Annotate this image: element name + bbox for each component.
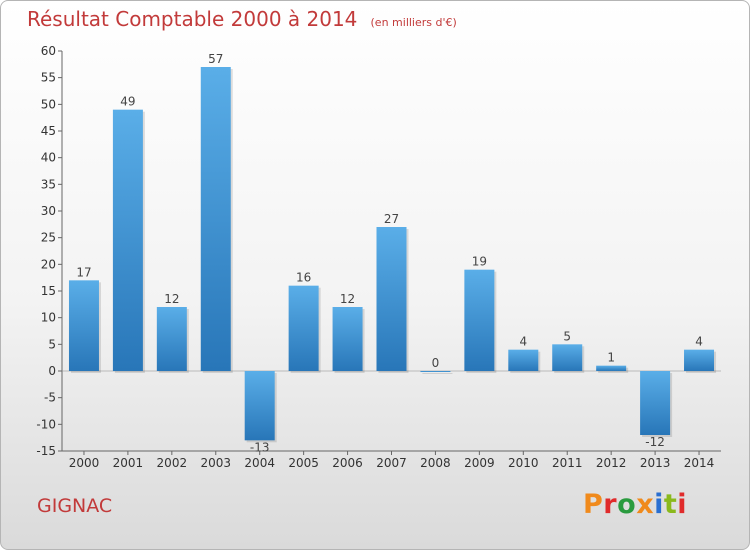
logo-letter: P [583,489,604,520]
bar-2004 [244,371,275,441]
y-tick-label: 25 [41,231,56,245]
bar-2010 [508,349,539,371]
bar-2000 [68,280,99,371]
x-tick-label-2000: 2000 [69,456,100,470]
x-tick-label-2013: 2013 [640,456,671,470]
y-tick-label: 40 [41,151,56,165]
y-tick-label: 5 [48,337,56,351]
x-tick-label-2002: 2002 [157,456,188,470]
data-label-2010: 4 [519,335,527,349]
x-tick-label-2014: 2014 [684,456,715,470]
data-label-2007: 27 [384,212,399,226]
y-tick-label: 35 [41,177,56,191]
x-tick-label-2010: 2010 [508,456,539,470]
bar-2013 [640,371,671,435]
y-tick-label: 60 [41,44,56,58]
bar-2005 [288,285,319,371]
x-tick-label-2006: 2006 [332,456,363,470]
x-tick-label-2003: 2003 [200,456,231,470]
bar-2012 [596,365,627,371]
logo-letter: r [603,489,618,520]
y-tick-label: -5 [44,391,56,405]
bar-2008 [420,371,451,372]
logo-letter: t [663,489,678,520]
data-label-2005: 16 [296,271,311,285]
x-tick-label-2012: 2012 [596,456,627,470]
commune-name: GIGNAC [37,495,113,517]
bar-2007 [376,227,407,371]
data-label-2013: -12 [645,435,665,449]
bar-2009 [464,269,495,371]
label-layer: 17 49 12 57 -13 16 12 27 0 19 4 5 1 -12 4 [76,52,703,454]
bar-2011 [552,344,583,371]
y-tick-label: -15 [36,444,56,458]
bar-layer [68,67,717,443]
y-tick-label: 10 [41,311,56,325]
data-label-2006: 12 [340,292,355,306]
x-tick-label-2011: 2011 [552,456,583,470]
bar-2001 [112,109,143,372]
logo-letter: o [617,489,637,520]
chart-subtitle: (en milliers d'€) [370,16,457,29]
data-label-2009: 19 [472,255,487,269]
bar-shadow [422,373,453,374]
logo-letter: x [636,489,655,520]
x-tick-label-2009: 2009 [464,456,495,470]
proxiti-logo[interactable]: Proxiti [583,489,687,520]
data-label-2001: 49 [120,95,135,109]
x-tick-label-2004: 2004 [244,456,275,470]
data-label-2004: -13 [250,440,270,454]
bar-2014 [684,349,715,371]
y-tick-label: 15 [41,284,56,298]
data-label-2002: 12 [164,292,179,306]
x-tick-label-2008: 2008 [420,456,451,470]
y-tick-label: 45 [41,124,56,138]
y-tick-label: -10 [36,417,56,431]
logo-letter: i [677,489,688,520]
data-label-2012: 1 [607,351,615,365]
y-tick-label: 0 [48,364,56,378]
data-label-2008: 0 [432,356,440,370]
title-row: Résultat Comptable 2000 à 2014 (en milli… [27,7,457,31]
x-tick-label-2001: 2001 [113,456,144,470]
y-tick-label: 55 [41,71,56,85]
x-tick-label-2005: 2005 [288,456,319,470]
data-label-2014: 4 [695,335,703,349]
logo-letter: i [654,489,664,520]
data-label-2000: 17 [76,265,91,279]
y-tick-label: 50 [41,97,56,111]
chart-title: Résultat Comptable 2000 à 2014 [27,7,358,31]
x-tick-label-2007: 2007 [376,456,407,470]
y-tick-label: 20 [41,257,56,271]
data-label-2011: 5 [563,329,571,343]
data-label-2003: 57 [208,52,223,66]
bar-2006 [332,307,363,371]
bar-2002 [156,307,187,371]
y-tick-label: 30 [41,204,56,218]
bar-2003 [200,67,231,371]
